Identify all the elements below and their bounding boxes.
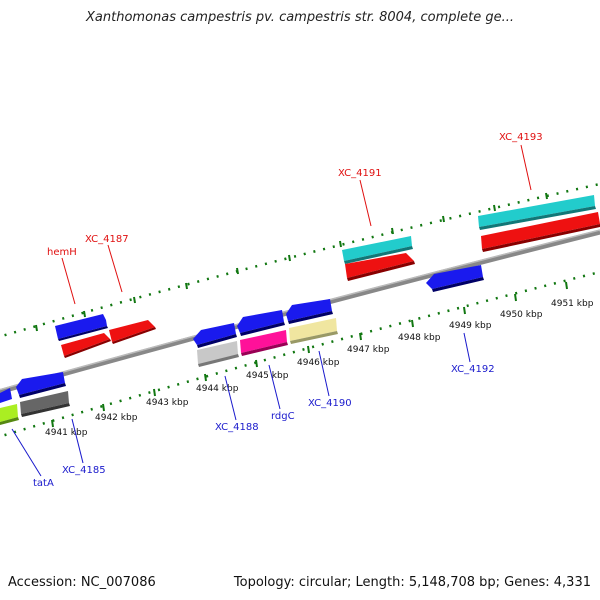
gene-label-rdgC[interactable]: rdgC <box>271 411 295 422</box>
gene-XC_4185[interactable] <box>20 391 70 417</box>
kbp-label: 4947 kbp <box>347 345 390 355</box>
outer-major-ticks <box>35 192 548 332</box>
gene-blue-4190[interactable] <box>286 299 333 324</box>
gene-grey[interactable] <box>197 341 239 367</box>
inner-major-ticks <box>51 281 568 428</box>
gene-label-XC_4188[interactable]: XC_4188 <box>215 422 259 433</box>
gene-XC_4192[interactable] <box>426 265 484 292</box>
gene-label-hemH[interactable]: hemH <box>47 247 77 258</box>
gene-blue-left[interactable] <box>16 372 66 398</box>
kbp-label: 4945 kbp <box>246 371 289 381</box>
gene-hemH[interactable] <box>55 314 108 341</box>
gene-blue-edge[interactable] <box>0 388 12 403</box>
gene-red-1[interactable] <box>61 333 111 358</box>
kbp-label: 4941 kbp <box>45 428 88 438</box>
gene-XC_4191[interactable] <box>342 236 413 264</box>
accession-text: Accession: NC_007086 <box>8 575 156 590</box>
gene-tatA[interactable] <box>0 404 19 425</box>
gene-XC_4190[interactable] <box>289 318 338 344</box>
gene-label-tatA[interactable]: tatA <box>33 478 54 489</box>
kbp-label: 4944 kbp <box>196 384 239 394</box>
gene-label-XC_4187[interactable]: XC_4187 <box>85 234 129 245</box>
kbp-label: 4942 kbp <box>95 413 138 423</box>
kbp-label: 4946 kbp <box>297 358 340 368</box>
gene-label-XC_4190[interactable]: XC_4190 <box>308 398 352 409</box>
kbp-labels: 4941 kbp 4942 kbp 4943 kbp 4944 kbp 4945… <box>45 299 594 438</box>
gene-XC_4187[interactable] <box>109 320 156 344</box>
gene-red-4193[interactable] <box>481 212 600 252</box>
kbp-label: 4950 kbp <box>500 310 543 320</box>
gene-label-XC_4191[interactable]: XC_4191 <box>338 168 382 179</box>
gene-blue-mid[interactable] <box>237 310 285 336</box>
gene-red-4191[interactable] <box>345 253 415 281</box>
kbp-label: 4949 kbp <box>449 321 492 331</box>
gene-rdgC[interactable] <box>240 330 288 356</box>
inner-tick-track <box>0 270 600 438</box>
kbp-label: 4943 kbp <box>146 398 189 408</box>
kbp-label: 4948 kbp <box>398 333 441 343</box>
gene-label-XC_4193[interactable]: XC_4193 <box>499 132 543 143</box>
gene-label-XC_4192[interactable]: XC_4192 <box>451 364 495 375</box>
gene-XC_4193[interactable] <box>478 195 596 230</box>
map-title: Xanthomonas campestris pv. campestris st… <box>86 10 514 25</box>
gene-XC_4188[interactable] <box>193 323 237 348</box>
kbp-label: 4951 kbp <box>551 299 594 309</box>
leader-lines <box>11 144 532 477</box>
genome-summary-text: Topology: circular; Length: 5,148,708 bp… <box>233 575 591 590</box>
gene-label-XC_4185[interactable]: XC_4185 <box>62 465 106 476</box>
